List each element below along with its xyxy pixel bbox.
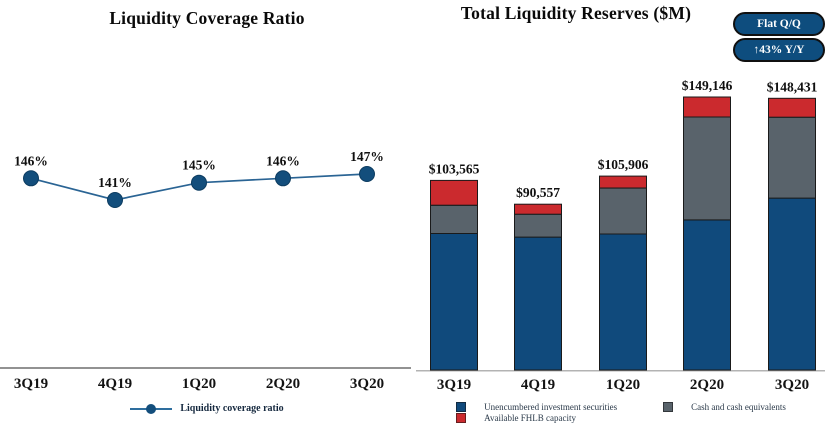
lcr-point-label-3Q19: 146% — [14, 153, 48, 168]
badge-43pct-yy: ↑43% Y/Y — [733, 38, 825, 62]
lcr-point-4Q19 — [107, 192, 123, 208]
lcr-x-tick-3Q20: 3Q20 — [350, 376, 384, 392]
bar-total-label-4Q19: $90,557 — [516, 185, 560, 200]
reserves-x-tick-1Q20: 1Q20 — [606, 377, 640, 393]
lcr-point-3Q19 — [23, 170, 39, 187]
bar-total-label-3Q19: $103,565 — [429, 161, 480, 176]
lcr-point-2Q20 — [275, 170, 291, 187]
gray-swatch-icon — [663, 402, 674, 412]
blue-swatch-icon — [456, 402, 467, 412]
bar-segment-2Q20-2 — [683, 96, 731, 118]
reserves-chart-title: Total Liquidity Reserves ($M) — [460, 3, 692, 23]
reserves-x-tick-3Q20: 3Q20 — [775, 377, 809, 393]
red-swatch-icon — [456, 413, 467, 423]
bar-segment-4Q19-0 — [514, 236, 562, 371]
lcr-x-tick-4Q19: 4Q19 — [98, 376, 132, 392]
bar-segment-3Q20-1 — [768, 116, 816, 199]
bar-segment-2Q20-1 — [683, 116, 731, 221]
lcr-line-chart: 146% 3Q19 141% 4Q19 145% 1Q20 146% 2Q20 147% 3Q20 — [0, 149, 411, 392]
reserves-legend: Unencumbered investment securities Avail… — [414, 402, 828, 423]
lcr-point-label-3Q20: 147% — [350, 149, 384, 164]
reserves-x-tick-2Q20: 2Q20 — [690, 377, 724, 393]
bar-segment-3Q19-1 — [430, 204, 478, 235]
bar-total-label-1Q20: $105,906 — [598, 157, 649, 172]
lcr-chart-panel: Liquidity Coverage Ratio 146% 3Q19 141% 4Q1… — [0, 8, 414, 414]
bar-segment-4Q19-2 — [514, 203, 562, 215]
lcr-x-tick-3Q19: 3Q19 — [14, 376, 48, 392]
bar-total-label-3Q20: $148,431 — [767, 79, 818, 94]
legend-label-cash: Cash and cash equivalents — [691, 402, 786, 412]
bar-segment-1Q20-2 — [599, 175, 647, 189]
lcr-x-tick-1Q20: 1Q20 — [182, 376, 216, 392]
lcr-legend: Liquidity coverage ratio — [0, 403, 414, 414]
reserves-chart-panel: Total Liquidity Reserves ($M) Flat Q/Q ↑… — [414, 0, 828, 432]
lcr-legend-label: Liquidity coverage ratio — [180, 403, 284, 414]
lcr-point-1Q20 — [191, 174, 207, 191]
legend-label-unencumbered: Unencumbered investment securities — [484, 402, 618, 412]
reserves-legend-group-2: Cash and cash equivalents — [663, 402, 786, 412]
lcr-chart-title: Liquidity Coverage Ratio — [109, 8, 305, 28]
lcr-x-tick-2Q20: 2Q20 — [266, 376, 300, 392]
reserves-legend-group-1: Unencumbered investment securities Avail… — [456, 402, 617, 423]
bar-segment-3Q19-2 — [430, 179, 478, 206]
reserves-x-tick-3Q19: 3Q19 — [437, 377, 471, 393]
reserves-bar-chart: $103,565 3Q19 $90,557 4Q19 $105,906 1Q20 $149,… — [416, 78, 825, 393]
badge-group: Flat Q/Q ↑43% Y/Y — [733, 12, 825, 64]
bar-segment-4Q19-1 — [514, 213, 562, 238]
lcr-point-label-2Q20: 146% — [266, 153, 300, 168]
badge-flat-qq: Flat Q/Q — [733, 12, 825, 36]
lcr-point-label-4Q19: 141% — [98, 175, 132, 190]
line-marker-icon — [130, 403, 173, 414]
reserves-x-tick-4Q19: 4Q19 — [521, 377, 555, 393]
bar-segment-1Q20-0 — [599, 233, 647, 371]
bar-segment-2Q20-0 — [683, 219, 731, 371]
bar-segment-3Q20-0 — [768, 197, 816, 371]
lcr-point-3Q20 — [359, 166, 375, 182]
bar-segment-3Q20-2 — [768, 97, 816, 118]
lcr-point-label-1Q20: 145% — [182, 158, 216, 173]
legend-label-fhlb: Available FHLB capacity — [484, 413, 576, 423]
bar-segment-1Q20-1 — [599, 187, 647, 235]
line-marker-dot-icon — [146, 403, 157, 414]
bar-total-label-2Q20: $149,146 — [682, 78, 733, 93]
bar-segment-3Q19-0 — [430, 233, 478, 371]
